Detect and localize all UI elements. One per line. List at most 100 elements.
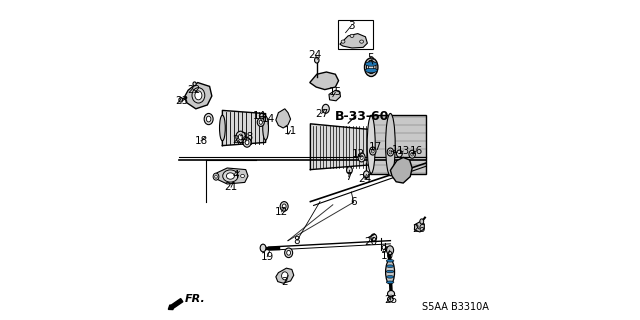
Ellipse shape — [227, 173, 234, 179]
Ellipse shape — [411, 153, 413, 156]
Ellipse shape — [360, 156, 364, 160]
Text: 4: 4 — [233, 170, 239, 180]
Text: 16: 16 — [410, 146, 422, 156]
Ellipse shape — [388, 291, 394, 297]
Polygon shape — [215, 168, 248, 184]
Ellipse shape — [397, 150, 403, 157]
Ellipse shape — [370, 147, 376, 155]
Text: 19: 19 — [260, 252, 274, 262]
Ellipse shape — [257, 118, 264, 126]
Text: 7: 7 — [346, 172, 352, 182]
Ellipse shape — [323, 104, 329, 113]
Text: 10: 10 — [381, 251, 394, 261]
Text: FR.: FR. — [185, 294, 205, 304]
Ellipse shape — [236, 131, 246, 143]
Ellipse shape — [371, 149, 374, 153]
Bar — [370, 115, 426, 174]
Ellipse shape — [282, 272, 288, 280]
Text: 23: 23 — [175, 96, 188, 106]
Ellipse shape — [263, 116, 269, 140]
Ellipse shape — [387, 281, 394, 284]
Text: 2: 2 — [282, 277, 288, 287]
Polygon shape — [185, 83, 212, 109]
Ellipse shape — [367, 116, 375, 173]
Text: 13: 13 — [397, 146, 410, 156]
Ellipse shape — [285, 248, 292, 258]
Ellipse shape — [365, 62, 378, 66]
Ellipse shape — [280, 202, 288, 211]
Text: 6: 6 — [350, 197, 357, 207]
Ellipse shape — [220, 115, 225, 141]
Ellipse shape — [314, 57, 319, 63]
Ellipse shape — [193, 82, 196, 86]
Text: B-33-60: B-33-60 — [334, 110, 388, 123]
Polygon shape — [390, 157, 412, 183]
Ellipse shape — [241, 174, 244, 178]
Text: 26: 26 — [412, 224, 425, 234]
Ellipse shape — [204, 114, 213, 125]
Text: 14: 14 — [253, 111, 266, 121]
Polygon shape — [276, 109, 291, 128]
Polygon shape — [276, 268, 294, 283]
Ellipse shape — [371, 234, 376, 241]
Ellipse shape — [387, 246, 394, 255]
Ellipse shape — [259, 120, 262, 124]
FancyArrow shape — [168, 299, 183, 309]
Ellipse shape — [347, 167, 352, 174]
Text: 17: 17 — [369, 142, 381, 152]
Polygon shape — [310, 72, 339, 90]
Ellipse shape — [387, 276, 394, 278]
Text: 9: 9 — [380, 245, 387, 255]
Ellipse shape — [245, 140, 249, 145]
Text: 27: 27 — [315, 108, 328, 119]
Text: 3: 3 — [348, 20, 355, 31]
Polygon shape — [329, 90, 340, 101]
Ellipse shape — [238, 134, 243, 140]
Text: 11: 11 — [284, 125, 297, 136]
Ellipse shape — [358, 153, 365, 162]
Ellipse shape — [420, 219, 424, 224]
Ellipse shape — [385, 260, 394, 284]
Ellipse shape — [388, 297, 393, 302]
Polygon shape — [415, 221, 424, 232]
Ellipse shape — [369, 64, 374, 71]
Text: 25: 25 — [384, 295, 397, 305]
Ellipse shape — [287, 250, 291, 255]
Text: 5: 5 — [367, 52, 374, 63]
Ellipse shape — [365, 68, 378, 73]
Ellipse shape — [213, 173, 219, 180]
Ellipse shape — [367, 61, 376, 74]
Ellipse shape — [387, 260, 394, 262]
Ellipse shape — [179, 98, 183, 102]
Ellipse shape — [365, 58, 378, 76]
Text: 18: 18 — [195, 136, 207, 146]
Text: S5AA B3310A: S5AA B3310A — [422, 302, 489, 312]
Polygon shape — [340, 34, 367, 48]
Ellipse shape — [282, 204, 286, 209]
Ellipse shape — [341, 40, 345, 43]
Text: 12: 12 — [275, 207, 288, 217]
Ellipse shape — [223, 170, 238, 182]
Ellipse shape — [350, 34, 354, 37]
Bar — [338, 20, 372, 49]
Text: 24: 24 — [308, 50, 322, 60]
Text: 24: 24 — [358, 174, 371, 184]
Polygon shape — [223, 110, 266, 146]
Ellipse shape — [260, 244, 266, 252]
Text: 12: 12 — [352, 149, 365, 159]
Ellipse shape — [215, 175, 218, 178]
Ellipse shape — [243, 138, 251, 147]
Polygon shape — [310, 124, 371, 170]
Ellipse shape — [195, 91, 202, 100]
Text: 15: 15 — [329, 87, 342, 97]
Text: 20: 20 — [365, 236, 378, 247]
Ellipse shape — [206, 116, 211, 122]
Ellipse shape — [387, 265, 394, 268]
Text: 1: 1 — [392, 145, 399, 156]
Text: 28: 28 — [241, 132, 253, 142]
Text: 21: 21 — [232, 135, 245, 145]
Text: 8: 8 — [294, 236, 300, 246]
Ellipse shape — [387, 270, 394, 273]
Text: 21: 21 — [225, 182, 237, 192]
Ellipse shape — [387, 148, 394, 156]
